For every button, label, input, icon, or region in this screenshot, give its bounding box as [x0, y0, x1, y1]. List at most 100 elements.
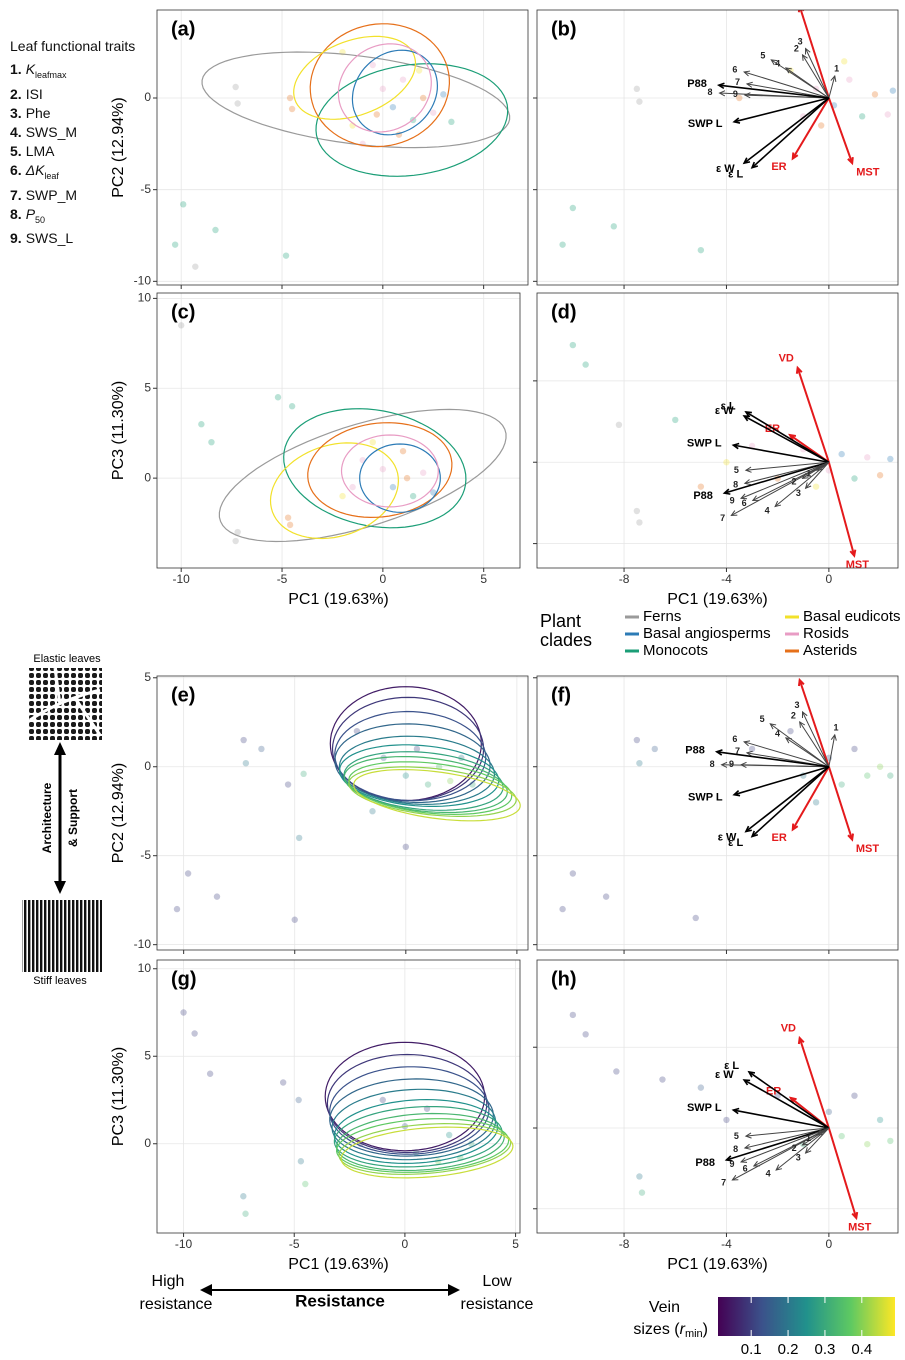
vector-label: 5	[760, 714, 765, 724]
x-tick-label: 0	[402, 1237, 409, 1251]
vector-label: MST	[848, 1221, 872, 1233]
data-point	[242, 1211, 248, 1217]
trait-item: 4.SWS_M	[10, 123, 135, 142]
data-point	[723, 459, 729, 465]
data-point	[191, 1030, 197, 1036]
vector-label: 8	[733, 479, 738, 489]
vector-label: MST	[856, 166, 880, 178]
y-axis-label: PC3 (11.30%)	[110, 381, 127, 480]
data-point	[285, 514, 291, 520]
data-point	[198, 421, 204, 427]
panel-label: (h)	[551, 968, 577, 990]
panel-label: (b)	[551, 18, 577, 40]
panel-background	[537, 10, 898, 285]
data-point	[232, 84, 238, 90]
panel-label: (f)	[551, 684, 571, 706]
data-point	[207, 1071, 213, 1077]
trait-name: P	[26, 206, 35, 222]
x-tick-label: 0	[380, 572, 387, 586]
vector-label: 2	[791, 710, 796, 720]
data-point	[404, 475, 410, 481]
vector-label: SWP L	[688, 118, 723, 130]
vector-label: 8	[708, 87, 713, 97]
data-point	[174, 906, 180, 912]
legend-label: Monocots	[643, 642, 708, 659]
data-point	[349, 484, 355, 490]
trait-item: 6.ΔKleaf	[10, 161, 135, 186]
panel-label: (d)	[551, 301, 577, 323]
panel-background	[537, 960, 898, 1233]
vector-label: 1	[834, 722, 839, 732]
trait-number: 2.	[10, 86, 22, 102]
colorbar-title-end: )	[703, 1321, 708, 1338]
data-point	[851, 1092, 857, 1098]
trait-number: 1.	[10, 61, 22, 77]
y-axis-label: PC3 (11.30%)	[110, 1047, 127, 1146]
colorbar-tick-label: 0.1	[741, 1341, 762, 1358]
vector-label: 8	[733, 1144, 738, 1154]
data-point	[380, 1097, 386, 1103]
vector-label: 3	[796, 1153, 801, 1163]
data-point	[370, 439, 376, 445]
vector-label: 1	[806, 1133, 811, 1143]
data-point	[414, 746, 420, 752]
vector-label: 9	[730, 1159, 735, 1169]
data-point	[636, 760, 642, 766]
vector-label: P88	[685, 744, 705, 756]
y-tick-label: 10	[138, 961, 152, 975]
data-point	[838, 1133, 844, 1139]
trait-item: 1.Kleafmax	[10, 60, 135, 85]
vector-label: P88	[695, 1157, 715, 1169]
data-point	[400, 448, 406, 454]
data-point	[232, 538, 238, 544]
data-point	[214, 893, 220, 899]
x-tick-label: -4	[721, 1237, 732, 1251]
data-point	[234, 100, 240, 106]
y-tick-label: 5	[144, 380, 151, 394]
data-point	[723, 1117, 729, 1123]
data-point	[275, 394, 281, 400]
data-point	[289, 403, 295, 409]
vector-label: VD	[781, 665, 796, 677]
architecture-label: Architecture	[40, 782, 54, 853]
data-point	[240, 1193, 246, 1199]
trait-subscript: 50	[35, 214, 45, 224]
x-tick-label: -8	[619, 1237, 630, 1251]
y-tick-label: 0	[144, 1136, 151, 1150]
data-point	[180, 1009, 186, 1015]
data-point	[864, 772, 870, 778]
vector-label: 4	[765, 505, 770, 515]
data-point	[890, 87, 896, 93]
data-point	[212, 227, 218, 233]
resistance-left: resistance	[140, 1296, 213, 1313]
x-axis-label: PC1 (19.63%)	[667, 591, 768, 608]
legend-label: Rosids	[803, 625, 849, 642]
vector-label: 1	[834, 64, 839, 74]
trait-name: LMA	[26, 143, 55, 159]
data-point	[390, 484, 396, 490]
data-point	[240, 737, 246, 743]
data-point	[616, 422, 622, 428]
data-point	[877, 764, 883, 770]
stiff-leaf-image	[22, 900, 102, 972]
data-point	[292, 917, 298, 923]
y-tick-label: 5	[144, 1048, 151, 1062]
data-point	[582, 1031, 588, 1037]
data-point	[693, 915, 699, 921]
data-point	[698, 483, 704, 489]
data-point	[877, 472, 883, 478]
data-point	[287, 522, 293, 528]
data-point	[420, 95, 426, 101]
data-point	[872, 91, 878, 97]
vector-label: 6	[732, 734, 737, 744]
vector-label: ε L	[728, 837, 743, 849]
figure-page: Elastic leaves Architecture & Support St…	[0, 0, 905, 1360]
colorbar-tick-label: 0.4	[851, 1341, 872, 1358]
data-point	[295, 1097, 301, 1103]
data-point	[369, 808, 375, 814]
trait-number: 4.	[10, 124, 22, 140]
trait-subscript: leafmax	[35, 70, 67, 80]
data-point	[787, 728, 793, 734]
colorbar-tick-label: 0.3	[815, 1341, 836, 1358]
resistance-right: resistance	[461, 1296, 534, 1313]
